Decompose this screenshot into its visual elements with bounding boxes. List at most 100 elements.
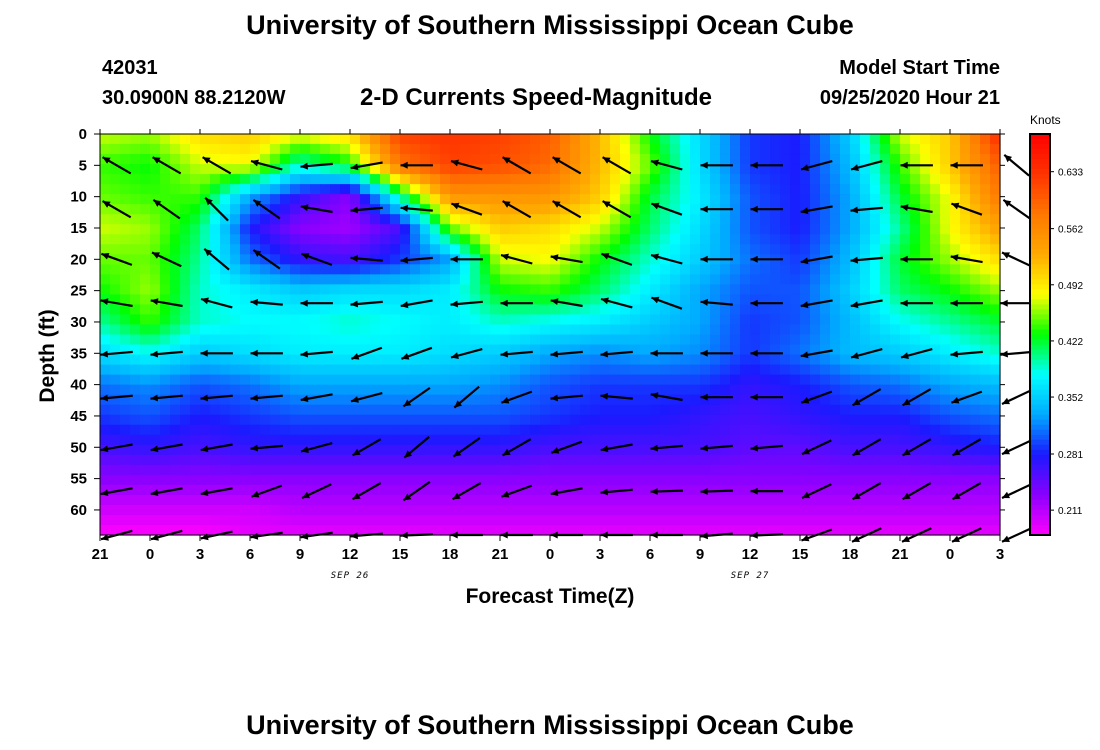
heatmap-cell <box>780 174 791 185</box>
heatmap-cell <box>460 394 471 406</box>
heatmap-cell <box>580 314 591 326</box>
heatmap-cell <box>340 424 351 436</box>
heatmap-cell <box>760 194 771 205</box>
heatmap-cell <box>120 184 131 195</box>
heatmap-cell <box>280 274 291 285</box>
heatmap-cell <box>960 414 971 426</box>
heatmap-cell <box>500 324 511 336</box>
heatmap-cell <box>320 404 331 416</box>
heatmap-cell <box>140 404 151 416</box>
heatmap-cell <box>240 484 251 496</box>
heatmap-cell <box>670 354 681 366</box>
heatmap-cell <box>550 504 561 516</box>
heatmap-cell <box>850 354 861 366</box>
heatmap-cell <box>970 234 981 245</box>
heatmap-cell <box>530 264 541 275</box>
heatmap-cell <box>580 194 591 205</box>
heatmap-cell <box>810 504 821 516</box>
heatmap-cell <box>400 374 411 386</box>
heatmap-cell <box>530 164 541 175</box>
heatmap-cell <box>540 224 551 235</box>
x-tick-label: 18 <box>442 546 459 563</box>
heatmap-cell <box>820 344 831 356</box>
heatmap-cell <box>270 454 281 466</box>
heatmap-cell <box>100 274 111 285</box>
current-vector-head <box>952 492 961 500</box>
heatmap-cell <box>250 334 261 346</box>
heatmap-cell <box>720 394 731 406</box>
heatmap-cell <box>580 164 591 175</box>
heatmap-cell <box>220 264 231 275</box>
heatmap-cell <box>460 134 471 145</box>
heatmap-cell <box>650 504 661 516</box>
heatmap-cell <box>590 374 601 386</box>
heatmap-cell <box>730 354 741 366</box>
heatmap-cell <box>540 134 551 145</box>
heatmap-cell <box>340 414 351 426</box>
colorbar-segment <box>1030 174 1050 180</box>
heatmap-cell <box>510 504 521 516</box>
heatmap-cell <box>490 274 501 285</box>
heatmap-cell <box>950 134 961 145</box>
heatmap-cell <box>220 434 231 446</box>
heatmap-cell <box>270 184 281 195</box>
heatmap-cell <box>240 374 251 386</box>
heatmap-cell <box>310 514 321 526</box>
heatmap-cell <box>310 174 321 185</box>
heatmap-cell <box>310 464 321 476</box>
heatmap-cell <box>510 214 521 225</box>
heatmap-cell <box>380 354 391 366</box>
heatmap-cell <box>430 334 441 346</box>
heatmap-cell <box>550 314 561 326</box>
heatmap-cell <box>550 144 561 155</box>
heatmap-cell <box>570 444 581 456</box>
heatmap-cell <box>210 364 221 376</box>
heatmap-cell <box>530 504 541 516</box>
heatmap-cell <box>290 264 301 275</box>
colorbar-segment <box>1030 249 1050 255</box>
heatmap-cell <box>670 404 681 416</box>
heatmap-cell <box>260 314 271 326</box>
heatmap-cell <box>850 414 861 426</box>
heatmap-cell <box>120 334 131 346</box>
heatmap-cell <box>630 364 641 376</box>
heatmap-cell <box>710 444 721 456</box>
colorbar-segment <box>1030 434 1050 441</box>
heatmap-cell <box>830 424 841 436</box>
heatmap-cell <box>180 304 191 316</box>
current-vector-head <box>100 445 109 453</box>
heatmap-cell <box>270 234 281 245</box>
heatmap-cell <box>560 484 571 496</box>
heatmap-cell <box>520 374 531 386</box>
heatmap-cell <box>850 224 861 235</box>
heatmap-cell <box>290 474 301 486</box>
heatmap-cell <box>530 234 541 245</box>
heatmap-cell <box>400 274 411 285</box>
heatmap-cell <box>380 484 391 496</box>
heatmap-cell <box>550 404 561 416</box>
heatmap-cell <box>640 494 651 506</box>
heatmap-cell <box>220 374 231 386</box>
heatmap-cell <box>170 384 181 396</box>
heatmap-cell <box>760 314 771 326</box>
heatmap-cell <box>860 444 871 456</box>
heatmap-cell <box>220 394 231 406</box>
heatmap-cell <box>380 294 391 306</box>
heatmap-cell <box>480 504 491 516</box>
heatmap-cell <box>970 254 981 265</box>
heatmap-cell <box>610 354 621 366</box>
heatmap-cell <box>910 174 921 185</box>
heatmap-cell <box>730 284 741 296</box>
heatmap-cell <box>310 304 321 316</box>
heatmap-cell <box>220 134 231 145</box>
heatmap-cell <box>660 314 671 326</box>
heatmap-cell <box>690 244 701 255</box>
heatmap-cell <box>670 154 681 165</box>
heatmap-cell <box>630 374 641 386</box>
heatmap-cell <box>150 384 161 396</box>
heatmap-cell <box>450 334 461 346</box>
heatmap-cell <box>510 454 521 466</box>
heatmap-cell <box>590 404 601 416</box>
heatmap-cell <box>910 334 921 346</box>
heatmap-cell <box>530 434 541 446</box>
